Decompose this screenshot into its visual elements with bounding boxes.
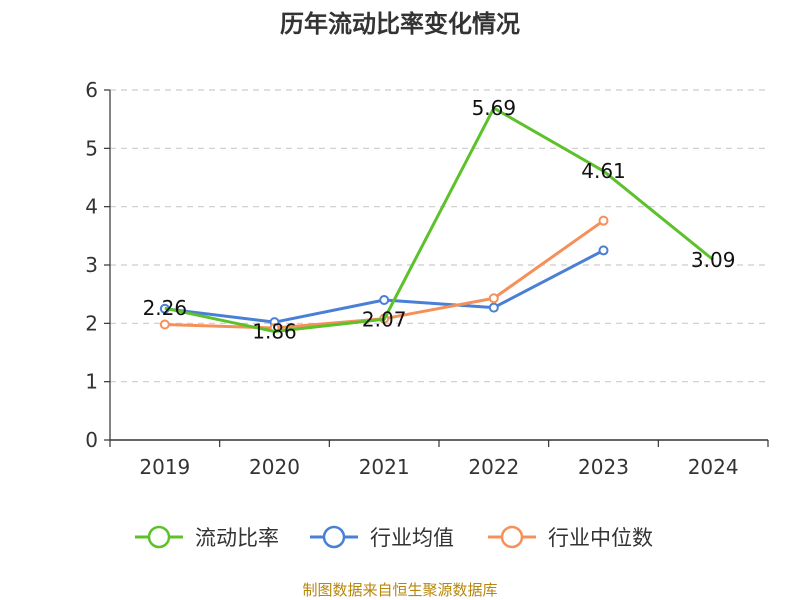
chart-title: 历年流动比率变化情况 [280, 10, 520, 38]
x-tick-label-2021: 2021 [359, 455, 410, 479]
series-2-point-2019 [159, 319, 170, 330]
data-labels: 2.26 1.86 2.07 5.69 4.61 3.09 [143, 96, 736, 343]
x-tick-label-2020: 2020 [249, 455, 300, 479]
data-label-2020: 1.86 [252, 320, 297, 344]
series-1-point-2022 [488, 302, 499, 313]
source-note: 制图数据来自恒生聚源数据库 [302, 581, 497, 599]
legend-marker-1 [322, 525, 346, 549]
legend-item-1[interactable]: 行业均值 [310, 525, 454, 550]
series-2-point-2022 [488, 293, 499, 304]
legend-marker-2 [500, 525, 524, 549]
y-tick-label-1: 1 [85, 370, 98, 394]
x-axis-ticks: 2019 2020 2021 2022 2023 2024 [109, 440, 769, 479]
y-axis-ticks: 0 1 2 3 4 5 6 [85, 78, 110, 452]
legend-item-0[interactable]: 流动比率 [135, 525, 279, 550]
data-label-2021: 2.07 [362, 307, 407, 331]
series-2-point-2023 [598, 215, 609, 226]
y-tick-label-3: 3 [85, 253, 98, 277]
x-tick-label-2023: 2023 [578, 455, 629, 479]
x-tick-label-2024: 2024 [688, 455, 739, 479]
x-tick-label-2022: 2022 [468, 455, 519, 479]
legend-label-1: 行业均值 [370, 526, 454, 550]
series-1-point-2023 [598, 245, 609, 256]
legend-label-0: 流动比率 [195, 526, 279, 550]
axes [109, 90, 768, 441]
y-tick-label-0: 0 [85, 428, 98, 452]
data-label-2022: 5.69 [472, 96, 517, 120]
data-label-2024: 3.09 [691, 248, 736, 272]
legend-marker-0 [147, 525, 171, 549]
y-tick-label-4: 4 [85, 195, 98, 219]
y-tick-label-6: 6 [85, 78, 98, 102]
legend[interactable]: 流动比率 行业均值 行业中位数 [135, 525, 653, 550]
legend-label-2: 行业中位数 [548, 526, 653, 550]
y-tick-label-2: 2 [85, 311, 98, 335]
data-label-2019: 2.26 [143, 296, 188, 320]
x-tick-label-2019: 2019 [139, 455, 190, 479]
y-tick-label-5: 5 [85, 136, 98, 160]
grid-lines [110, 89, 768, 383]
legend-item-2[interactable]: 行业中位数 [488, 525, 653, 550]
series-1-point-2021 [379, 295, 390, 305]
series-line-0 [164, 106, 715, 333]
data-label-2023: 4.61 [581, 159, 626, 183]
series-group [159, 106, 715, 333]
